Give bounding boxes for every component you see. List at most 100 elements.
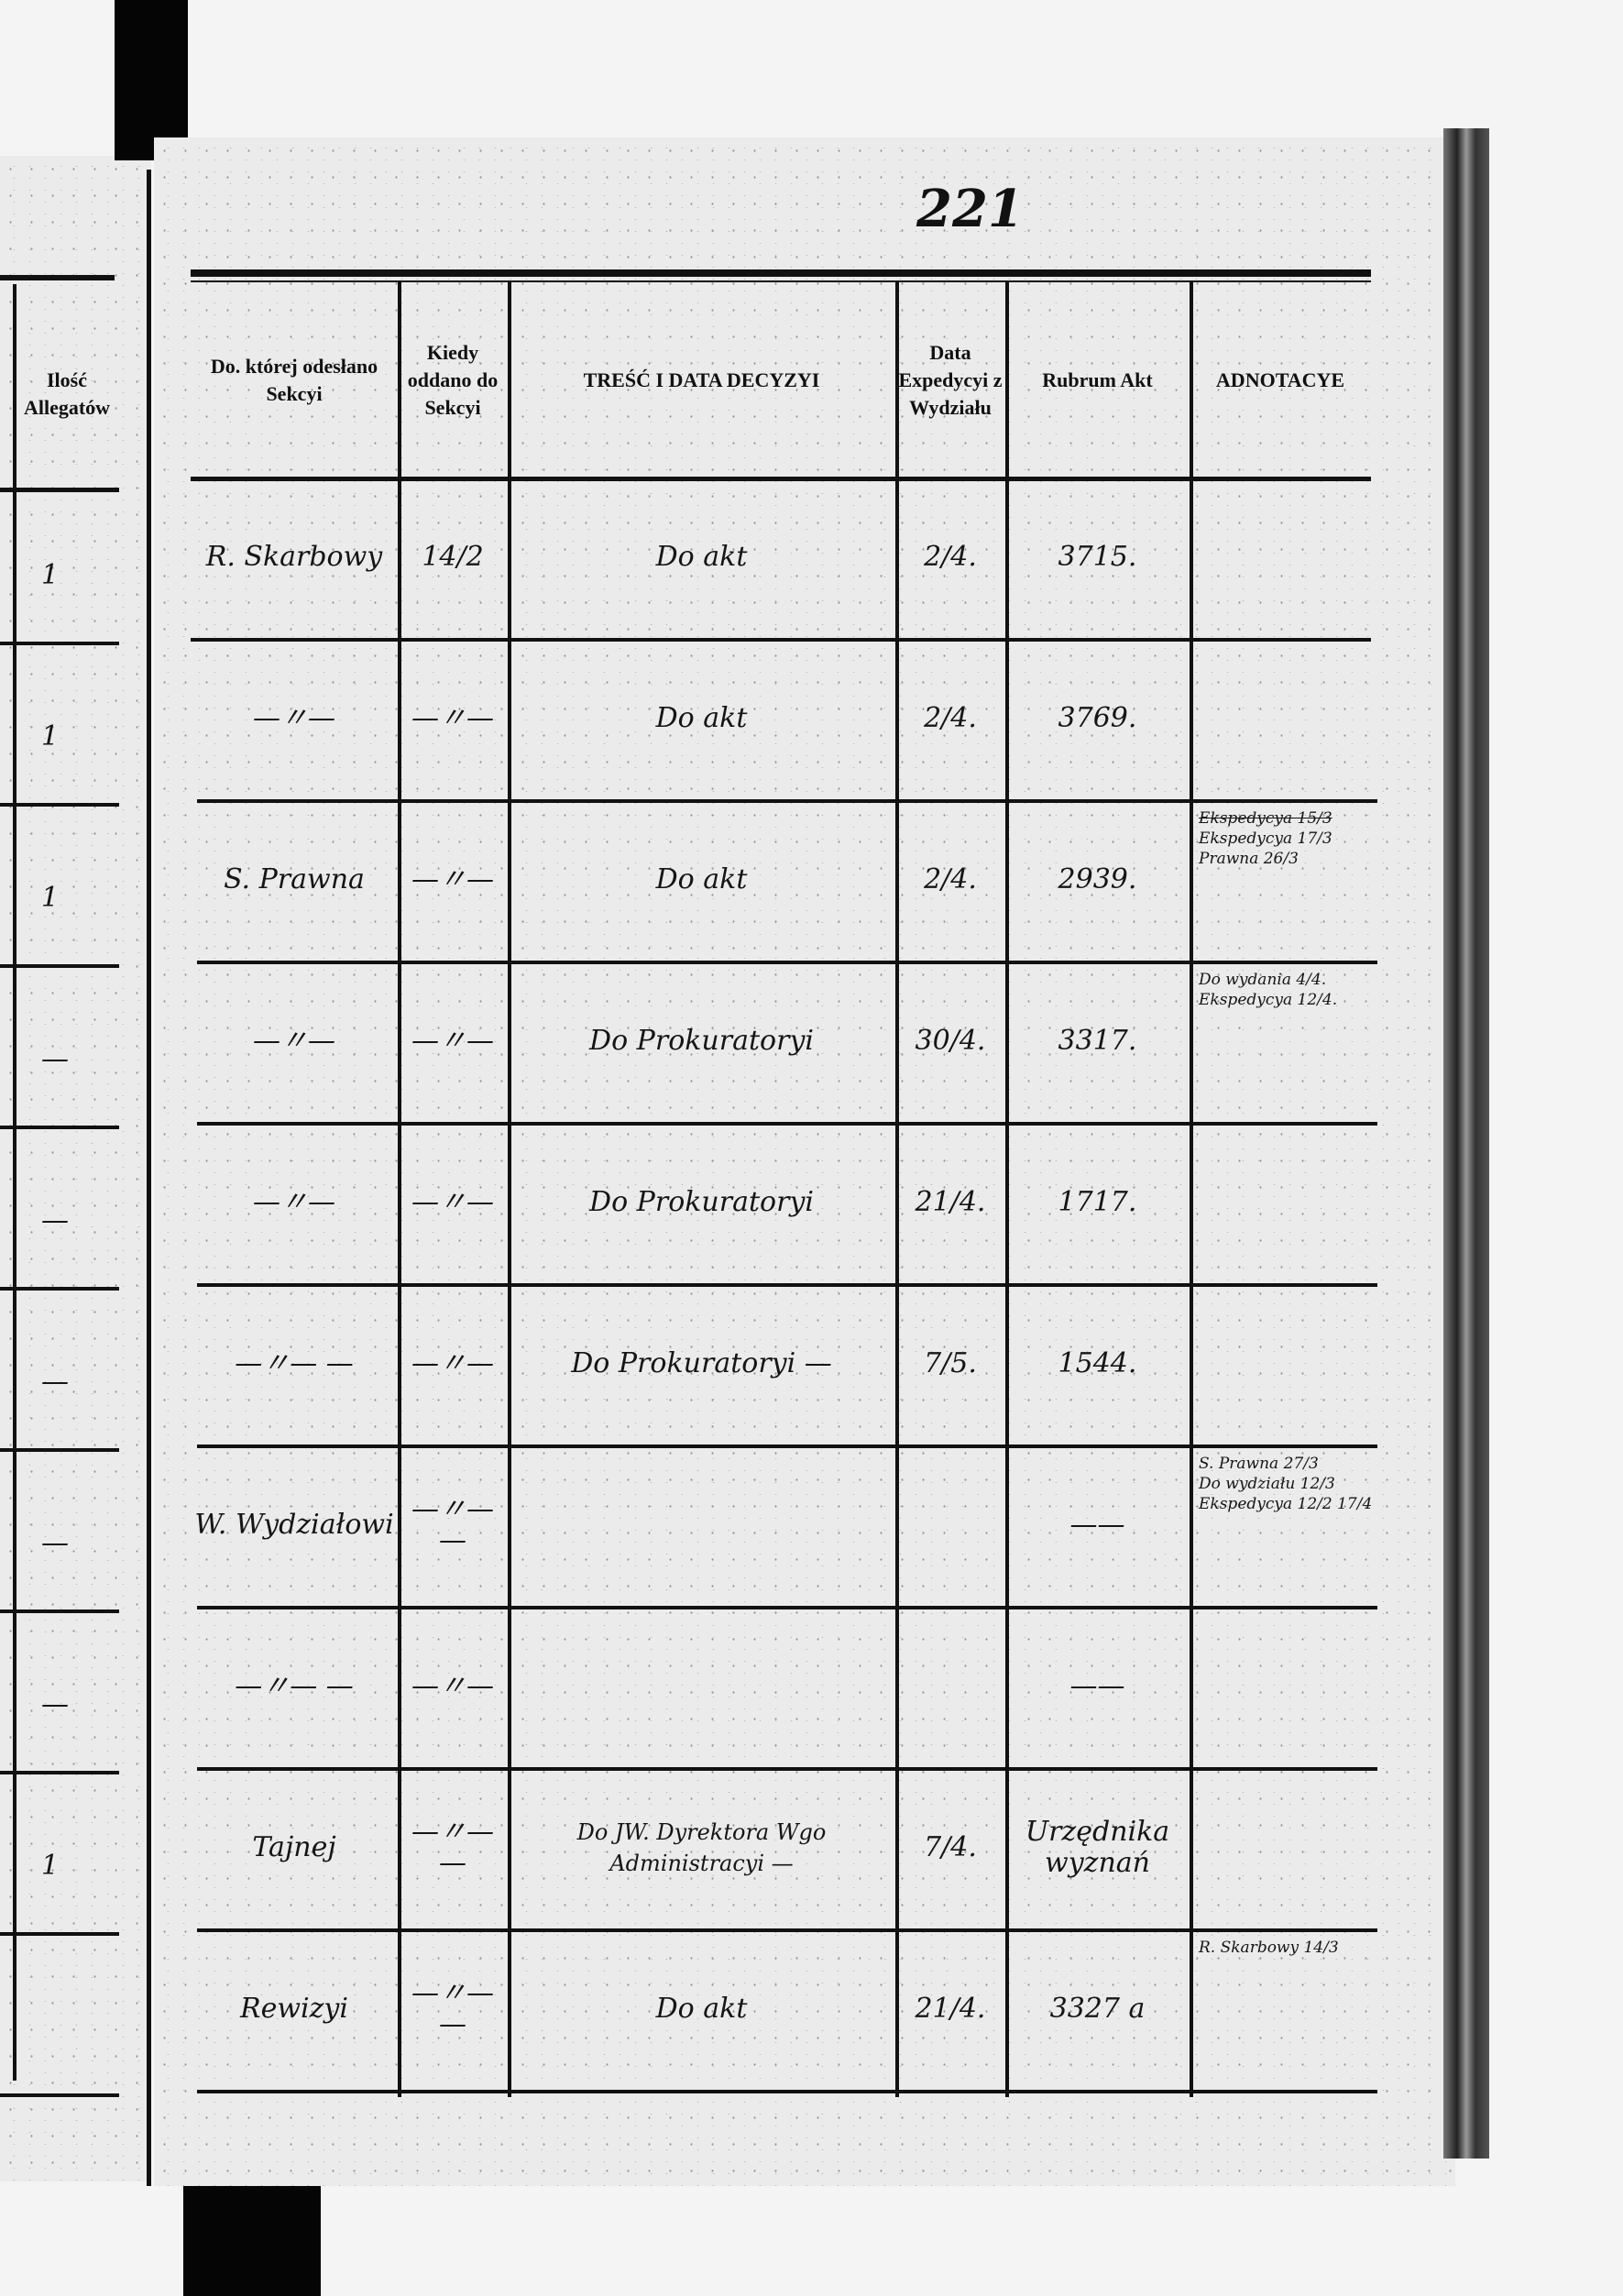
top-double-rule (191, 269, 1371, 277)
column-divider (895, 282, 899, 2097)
binding-shadow-top (115, 0, 188, 160)
cell-data: 21/4. (915, 1186, 986, 1218)
annotation-line: S. Prawna 27/3 (1199, 1455, 1319, 1473)
cell-adnotacye (1190, 1292, 1380, 1435)
left-allegata-value: 1 (41, 559, 60, 591)
row-divider (197, 1122, 1377, 1126)
cell-sekcya: S. Prawna (224, 863, 365, 895)
left-allegata-value: 1 (41, 882, 60, 914)
page-number: 221 (916, 179, 1024, 239)
column-header: TREŚĆ I DATA DECYZYI (583, 368, 820, 391)
column-divider (1190, 282, 1193, 2097)
cell-sekcya: W. Wydziałowi (194, 1509, 394, 1541)
column-header: Kiedy oddano do Sekcyi (407, 341, 499, 419)
row-divider (197, 961, 1377, 964)
cell-adnotacye (1190, 486, 1380, 629)
cell-data: 7/4. (924, 1831, 977, 1863)
left-allegata-value: — (41, 1204, 69, 1236)
row-divider (191, 638, 1371, 642)
column-header: Rubrum Akt (1042, 368, 1153, 391)
row-divider (197, 1283, 1377, 1287)
cell-rubrum: 2939. (1058, 863, 1137, 895)
cell-adnotacye (1190, 1615, 1380, 1758)
cell-sekcya: —〃— — (235, 1670, 354, 1702)
cell-tresc: Do akt (655, 541, 748, 573)
left-row-divider (0, 2093, 119, 2097)
cell-data (895, 1606, 1005, 1767)
column-header: Data Expedycyi z Wydziału (898, 341, 1003, 419)
cell-kiedy: —〃— — (411, 1977, 494, 2040)
cell-adnotacye (1190, 1131, 1380, 1274)
cell-data: 30/4. (915, 1025, 986, 1057)
left-row-divider (0, 1287, 119, 1291)
row-divider (197, 1445, 1377, 1448)
cell-tresc: Do akt (655, 702, 748, 734)
row-divider (197, 1928, 1377, 1932)
cell-adnotacye: S. Prawna 27/3 Do wydziału 12/3 Ekspedycya… (1190, 1454, 1380, 1597)
cell-kiedy: 14/2 (422, 541, 484, 573)
annotation-line: Do wydania 4/4. (1199, 971, 1327, 989)
row-divider (197, 1767, 1377, 1771)
left-allegata-value: 1 (41, 1850, 60, 1882)
gutter-line (147, 170, 151, 2186)
cell-kiedy: —〃— (411, 1025, 494, 1057)
cell-kiedy: —〃— — (411, 1816, 494, 1879)
cell-kiedy: —〃— (411, 1670, 494, 1702)
row-divider (197, 799, 1377, 803)
cell-sekcya: —〃— (253, 1025, 335, 1057)
left-column-header: Ilość Allegatów (23, 368, 111, 419)
annotation-line: Ekspedycya 12/4. (1199, 991, 1338, 1009)
cell-kiedy: —〃— (411, 863, 494, 895)
cell-kiedy: —〃— (411, 1186, 494, 1218)
left-row-divider (0, 803, 119, 807)
column-divider (398, 282, 401, 2097)
annotation-line: Ekspedycya 15/3 (1199, 809, 1332, 828)
cell-tresc: Do Prokuratoryi (589, 1186, 814, 1218)
left-allegata-value: — (41, 1688, 69, 1720)
cell-rubrum: 1717. (1058, 1186, 1137, 1218)
row-divider (197, 2090, 1377, 2093)
left-row-divider (0, 1126, 119, 1129)
cell-kiedy: —〃— — (411, 1493, 494, 1556)
cell-data (895, 1445, 1005, 1606)
cell-rubrum: Urzędnika wyznań (1025, 1816, 1170, 1879)
cell-adnotacye: Ekspedycya 15/3 Ekspedycya 17/3 Prawna 26/… (1190, 808, 1380, 951)
cell-tresc (508, 1606, 895, 1767)
annotation-line: Ekspedycya 12/2 17/4 (1199, 1495, 1373, 1513)
cell-adnotacye: Do wydania 4/4. Ekspedycya 12/4. (1190, 970, 1380, 1113)
left-page (0, 156, 151, 2181)
annotation-line: Ekspedycya 17/3 (1199, 829, 1332, 848)
annotation-line: R. Skarbowy 14/3 (1199, 1939, 1339, 1957)
cell-tresc: Do akt (655, 863, 748, 895)
cell-data: 7/5. (924, 1347, 977, 1379)
book-edge (1443, 128, 1489, 2159)
left-row-divider (0, 1932, 119, 1936)
left-column-divider (13, 284, 16, 2081)
left-row-divider (0, 964, 119, 968)
cell-tresc: Do Prokuratoryi (589, 1025, 814, 1057)
left-row-divider (0, 1448, 119, 1452)
cell-kiedy: —〃— (411, 702, 494, 734)
left-allegata-value: — (41, 1043, 69, 1075)
left-allegata-value: — (41, 1527, 69, 1559)
cell-rubrum: 3317. (1058, 1025, 1137, 1057)
cell-tresc: Do JW. Dyrektora Wgo Administracyi — (576, 1819, 827, 1876)
cell-sekcya: Tajnej (252, 1831, 336, 1863)
annotation-line: Prawna 26/3 (1199, 850, 1299, 868)
cell-tresc: Do Prokuratoryi — (571, 1347, 832, 1379)
cell-data: 2/4. (924, 863, 977, 895)
column-divider (1005, 282, 1009, 2097)
left-header-rule (0, 488, 119, 492)
cell-sekcya: Rewizyi (240, 1993, 348, 2025)
cell-kiedy: —〃— (411, 1347, 494, 1379)
column-header: ADNOTACYE (1215, 368, 1345, 391)
cell-rubrum: —— (1069, 1670, 1125, 1702)
top-thin-rule (191, 280, 1371, 282)
annotation-line: Do wydziału 12/3 (1199, 1475, 1335, 1493)
column-header: Do. której odesłano Sekcyi (210, 355, 378, 405)
cell-rubrum: 3327 a (1049, 1993, 1146, 2025)
cell-sekcya: —〃— — (235, 1347, 354, 1379)
header-bottom-rule (191, 477, 1371, 481)
cell-data: 21/4. (915, 1993, 986, 2025)
cell-sekcya: R. Skarbowy (205, 541, 383, 573)
